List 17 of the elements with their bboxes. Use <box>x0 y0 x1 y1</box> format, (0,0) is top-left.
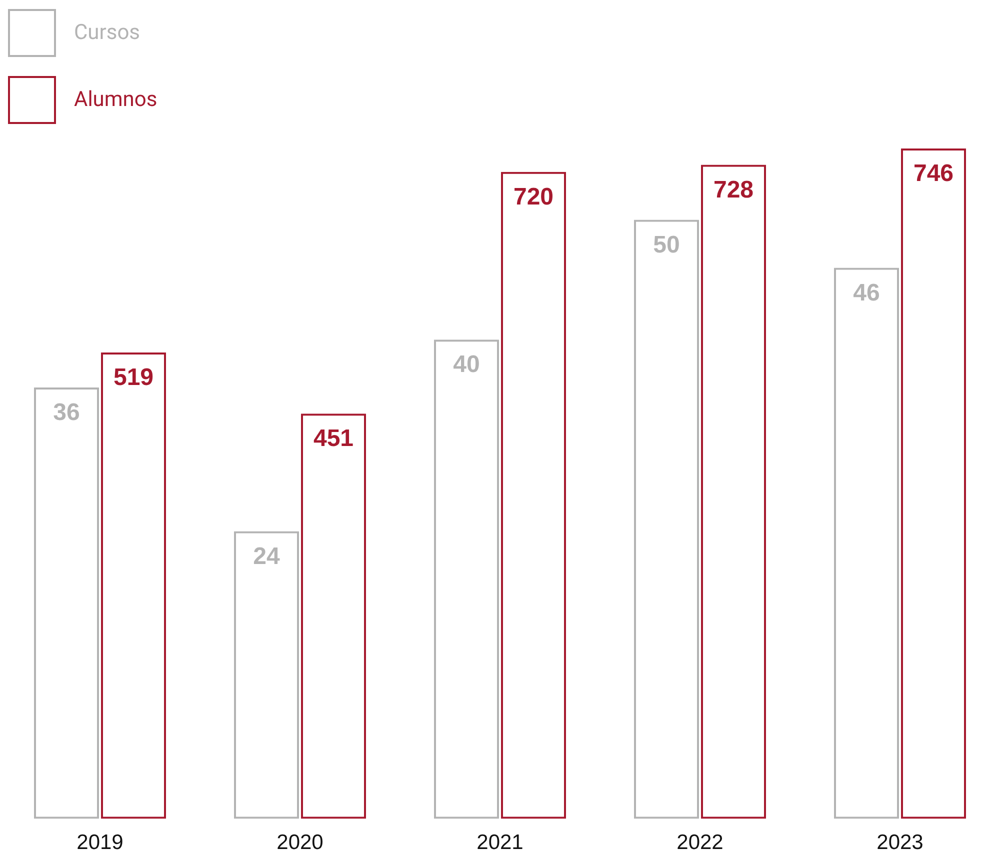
x-tick-label: 2022 <box>676 831 724 854</box>
legend-label: Alumnos <box>74 88 158 112</box>
x-tick-label: 2021 <box>476 831 524 854</box>
data-label: 746 <box>913 160 954 188</box>
x-tick-label: 2020 <box>276 831 324 854</box>
legend-label: Cursos <box>74 21 140 45</box>
data-label: 720 <box>513 184 554 211</box>
data-label: 24 <box>253 542 280 570</box>
data-label: 40 <box>453 351 480 378</box>
x-tick-label: 2023 <box>876 831 924 854</box>
data-label: 451 <box>313 425 354 452</box>
x-tick-label: 2019 <box>76 831 124 854</box>
data-label: 36 <box>53 399 80 426</box>
data-label: 46 <box>853 279 880 306</box>
data-label: 728 <box>713 176 754 204</box>
data-label: 519 <box>113 364 154 392</box>
data-label: 50 <box>653 231 680 258</box>
